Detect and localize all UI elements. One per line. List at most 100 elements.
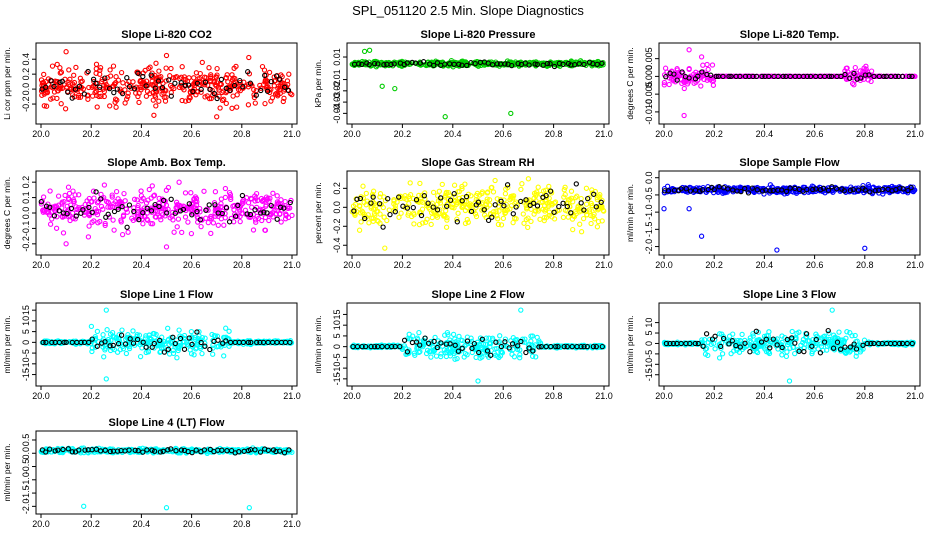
data-point xyxy=(71,72,77,78)
data-point xyxy=(247,211,254,218)
data-point xyxy=(699,69,705,75)
data-point xyxy=(739,331,745,338)
data-point xyxy=(94,343,100,349)
data-point xyxy=(259,198,266,204)
data-point xyxy=(212,211,218,217)
data-point xyxy=(262,100,268,107)
data-point xyxy=(60,230,67,236)
data-point xyxy=(671,71,677,77)
data-point xyxy=(783,353,790,360)
data-point xyxy=(547,188,554,194)
data-point xyxy=(412,60,419,66)
data-point xyxy=(173,74,180,80)
x-tick-label: 20.2 xyxy=(705,391,723,401)
data-point xyxy=(193,346,199,352)
data-point xyxy=(456,61,462,67)
x-tick-label: 20.2 xyxy=(705,129,723,139)
data-point xyxy=(137,353,144,360)
data-point xyxy=(156,203,162,210)
data-point xyxy=(825,187,832,193)
data-point xyxy=(254,339,260,346)
data-point xyxy=(742,73,749,80)
y-tick-label: -5 xyxy=(332,353,342,361)
data-point xyxy=(194,208,200,215)
data-point xyxy=(508,203,515,209)
data-point xyxy=(148,72,154,78)
data-point xyxy=(561,187,567,193)
data-point xyxy=(284,78,291,84)
data-point xyxy=(417,348,423,355)
data-point xyxy=(596,204,602,210)
data-point xyxy=(262,72,268,79)
data-point xyxy=(417,180,423,187)
data-point xyxy=(145,217,151,223)
data-point xyxy=(504,207,511,213)
data-point xyxy=(468,341,474,347)
data-point xyxy=(123,206,129,212)
data-point xyxy=(868,68,875,74)
data-point xyxy=(193,92,199,98)
data-point xyxy=(119,90,126,97)
data-point xyxy=(208,78,214,85)
data-point xyxy=(177,335,184,342)
data-point xyxy=(434,212,440,218)
data-point xyxy=(93,89,99,95)
y-tick-label: -0.2 xyxy=(21,96,31,112)
data-point xyxy=(257,339,263,346)
x-tick-label: 21.0 xyxy=(283,519,301,529)
data-point xyxy=(104,327,110,333)
data-point xyxy=(465,219,471,225)
data-point xyxy=(202,79,209,85)
data-point xyxy=(392,209,398,215)
data-point xyxy=(68,85,74,91)
data-point xyxy=(210,351,216,357)
data-point xyxy=(368,200,374,206)
y-tick-label: 5 xyxy=(644,331,654,336)
data-point xyxy=(750,73,756,80)
data-point xyxy=(437,207,443,213)
data-point xyxy=(683,186,689,192)
data-point xyxy=(252,100,258,106)
data-point xyxy=(167,215,173,221)
data-point xyxy=(716,355,723,361)
x-tick-label: 20.0 xyxy=(343,129,361,139)
data-point xyxy=(709,62,716,68)
data-point xyxy=(143,83,149,89)
data-point xyxy=(405,212,411,218)
data-point xyxy=(55,193,62,199)
data-point xyxy=(176,179,182,185)
y-axis-label: percent per min. xyxy=(313,182,323,243)
x-tick-label: 20.0 xyxy=(32,129,50,139)
data-point xyxy=(268,202,274,209)
data-point xyxy=(496,208,502,214)
y-tick-label: 0.01 xyxy=(332,48,342,66)
data-point xyxy=(93,61,100,67)
data-point xyxy=(745,190,752,196)
data-point xyxy=(186,335,192,341)
data-point xyxy=(495,221,502,228)
data-point xyxy=(541,215,547,221)
data-point xyxy=(365,343,371,350)
x-tick-label: 20.2 xyxy=(394,260,412,270)
data-point xyxy=(537,216,543,222)
y-tick-label: 0.005 xyxy=(644,47,654,70)
data-point xyxy=(359,61,365,68)
data-point xyxy=(176,327,182,333)
data-point xyxy=(203,215,209,221)
data-point xyxy=(789,328,795,335)
data-point xyxy=(124,224,130,230)
data-point xyxy=(101,93,107,100)
data-point xyxy=(126,202,133,208)
data-point xyxy=(48,96,54,102)
data-point xyxy=(89,348,95,355)
data-point xyxy=(770,187,776,194)
data-point xyxy=(594,61,600,68)
data-point xyxy=(180,206,187,213)
data-point xyxy=(850,186,856,193)
data-point xyxy=(245,200,252,206)
data-point xyxy=(258,210,264,216)
data-point xyxy=(357,195,364,202)
data-point xyxy=(567,203,573,209)
data-point xyxy=(110,83,117,89)
